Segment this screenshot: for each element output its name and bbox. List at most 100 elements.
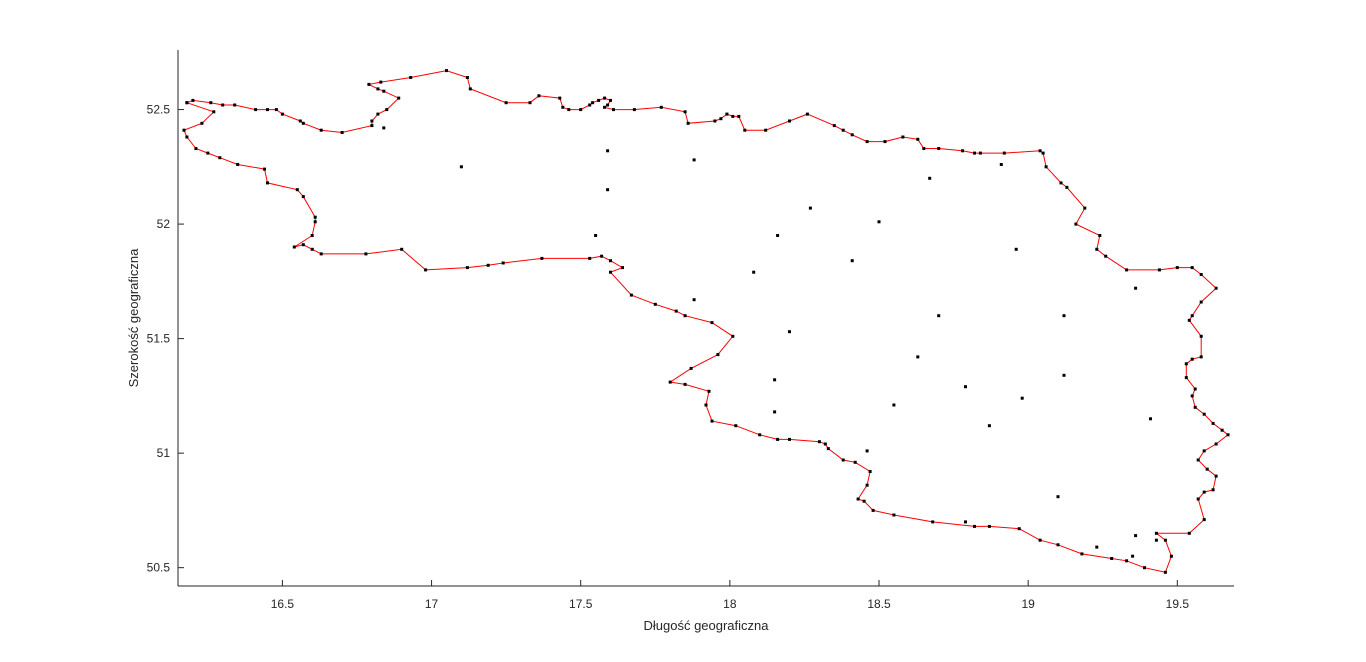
boundary-point (540, 256, 544, 260)
boundary-point (292, 245, 296, 249)
boundary-point (206, 151, 210, 155)
boundary-point (1199, 300, 1203, 304)
boundary-point (185, 135, 189, 139)
boundary-point (629, 293, 633, 297)
boundary-point (707, 389, 711, 393)
y-ticks: 50.5 51 51.5 52 52.5 (147, 103, 184, 575)
boundary-point (588, 256, 592, 260)
boundary-point (1187, 318, 1191, 322)
interior-point (892, 403, 896, 407)
boundary-point (579, 108, 583, 112)
boundary-point (1205, 467, 1209, 471)
boundary-point (209, 101, 213, 105)
boundary-point (600, 254, 604, 258)
interior-point (916, 355, 920, 359)
boundary-point (236, 163, 240, 166)
boundary-point (1098, 234, 1102, 237)
boundary-point (266, 108, 269, 112)
interior-point (850, 259, 854, 263)
boundary-point (823, 442, 827, 446)
boundary-point (597, 98, 601, 102)
y-tick-label: 52 (157, 217, 171, 231)
interior-point (1095, 545, 1099, 549)
interior-point (594, 234, 598, 237)
interior-point (459, 165, 463, 169)
boundary-point (212, 110, 216, 114)
interior-point (987, 424, 991, 428)
boundary-point (603, 105, 607, 109)
boundary-point (319, 252, 323, 256)
boundary-point (1211, 488, 1215, 492)
boundary-point (1056, 543, 1060, 547)
interior-point (1154, 538, 1158, 542)
boundary-point (1154, 531, 1158, 535)
boundary-point (1104, 254, 1108, 258)
boundary-point (1202, 490, 1206, 494)
interior-point (1014, 247, 1018, 251)
interior-point (1149, 417, 1152, 421)
boundary-point (233, 103, 237, 107)
y-tick-label: 51.5 (147, 332, 171, 346)
x-tick-label: 19.5 (1166, 597, 1190, 611)
boundary-point (1220, 428, 1224, 432)
boundary-point (737, 114, 741, 118)
boundary-point (978, 151, 982, 155)
boundary-point (1065, 185, 1069, 189)
boundary-point (191, 98, 195, 102)
boundary-point (1202, 412, 1206, 416)
boundary-point (468, 87, 472, 91)
boundary-point (465, 266, 469, 270)
y-axis-label: Szerokość geograficzna (126, 248, 141, 388)
boundary-point (1214, 474, 1218, 478)
boundary-point (1080, 552, 1084, 556)
boundary-point (916, 137, 920, 141)
boundary-point (764, 128, 768, 132)
x-tick-label: 18.5 (867, 597, 891, 611)
y-tick-label: 51 (157, 446, 171, 460)
boundary-point (883, 140, 887, 144)
boundary-point (591, 101, 595, 105)
boundary-point (445, 69, 448, 73)
boundary-point (400, 247, 404, 251)
boundary-point (537, 94, 541, 98)
boundary-point (612, 108, 615, 112)
boundary-point (1175, 266, 1179, 270)
boundary-point (280, 112, 284, 116)
boundary-point (409, 76, 413, 79)
boundary-point (185, 101, 189, 105)
boundary-point (301, 195, 305, 199)
boundary-point (868, 470, 872, 473)
interior-point (773, 378, 777, 382)
boundary-point (558, 96, 562, 100)
boundary-point (1184, 362, 1188, 366)
boundary-point (1190, 314, 1194, 318)
boundary-point (370, 124, 374, 128)
boundary-point (310, 247, 314, 251)
boundary-point (1190, 394, 1194, 398)
boundary-point (856, 497, 860, 501)
boundary-point (254, 108, 258, 112)
boundary-point (313, 220, 317, 224)
boundary-point (710, 321, 714, 325)
boundary-point (397, 96, 401, 100)
boundary-point (1017, 527, 1021, 531)
boundary-point (674, 309, 678, 313)
boundary-point (603, 96, 607, 100)
boundary-point (606, 103, 610, 107)
boundary-point (922, 147, 926, 150)
interior-point (382, 126, 386, 130)
boundary-point (367, 82, 371, 86)
boundary-point (1193, 387, 1197, 391)
boundary-point (301, 121, 305, 125)
boundary-point (1190, 357, 1194, 361)
boundary-point (1211, 421, 1215, 425)
interior-point (865, 449, 869, 453)
boundary-point (713, 119, 717, 123)
boundary-point (1202, 449, 1206, 453)
interior-point (752, 270, 756, 274)
boundary-point (668, 380, 672, 384)
plot-background (178, 50, 1234, 586)
boundary-point (1199, 334, 1203, 338)
boundary-point (295, 188, 299, 192)
